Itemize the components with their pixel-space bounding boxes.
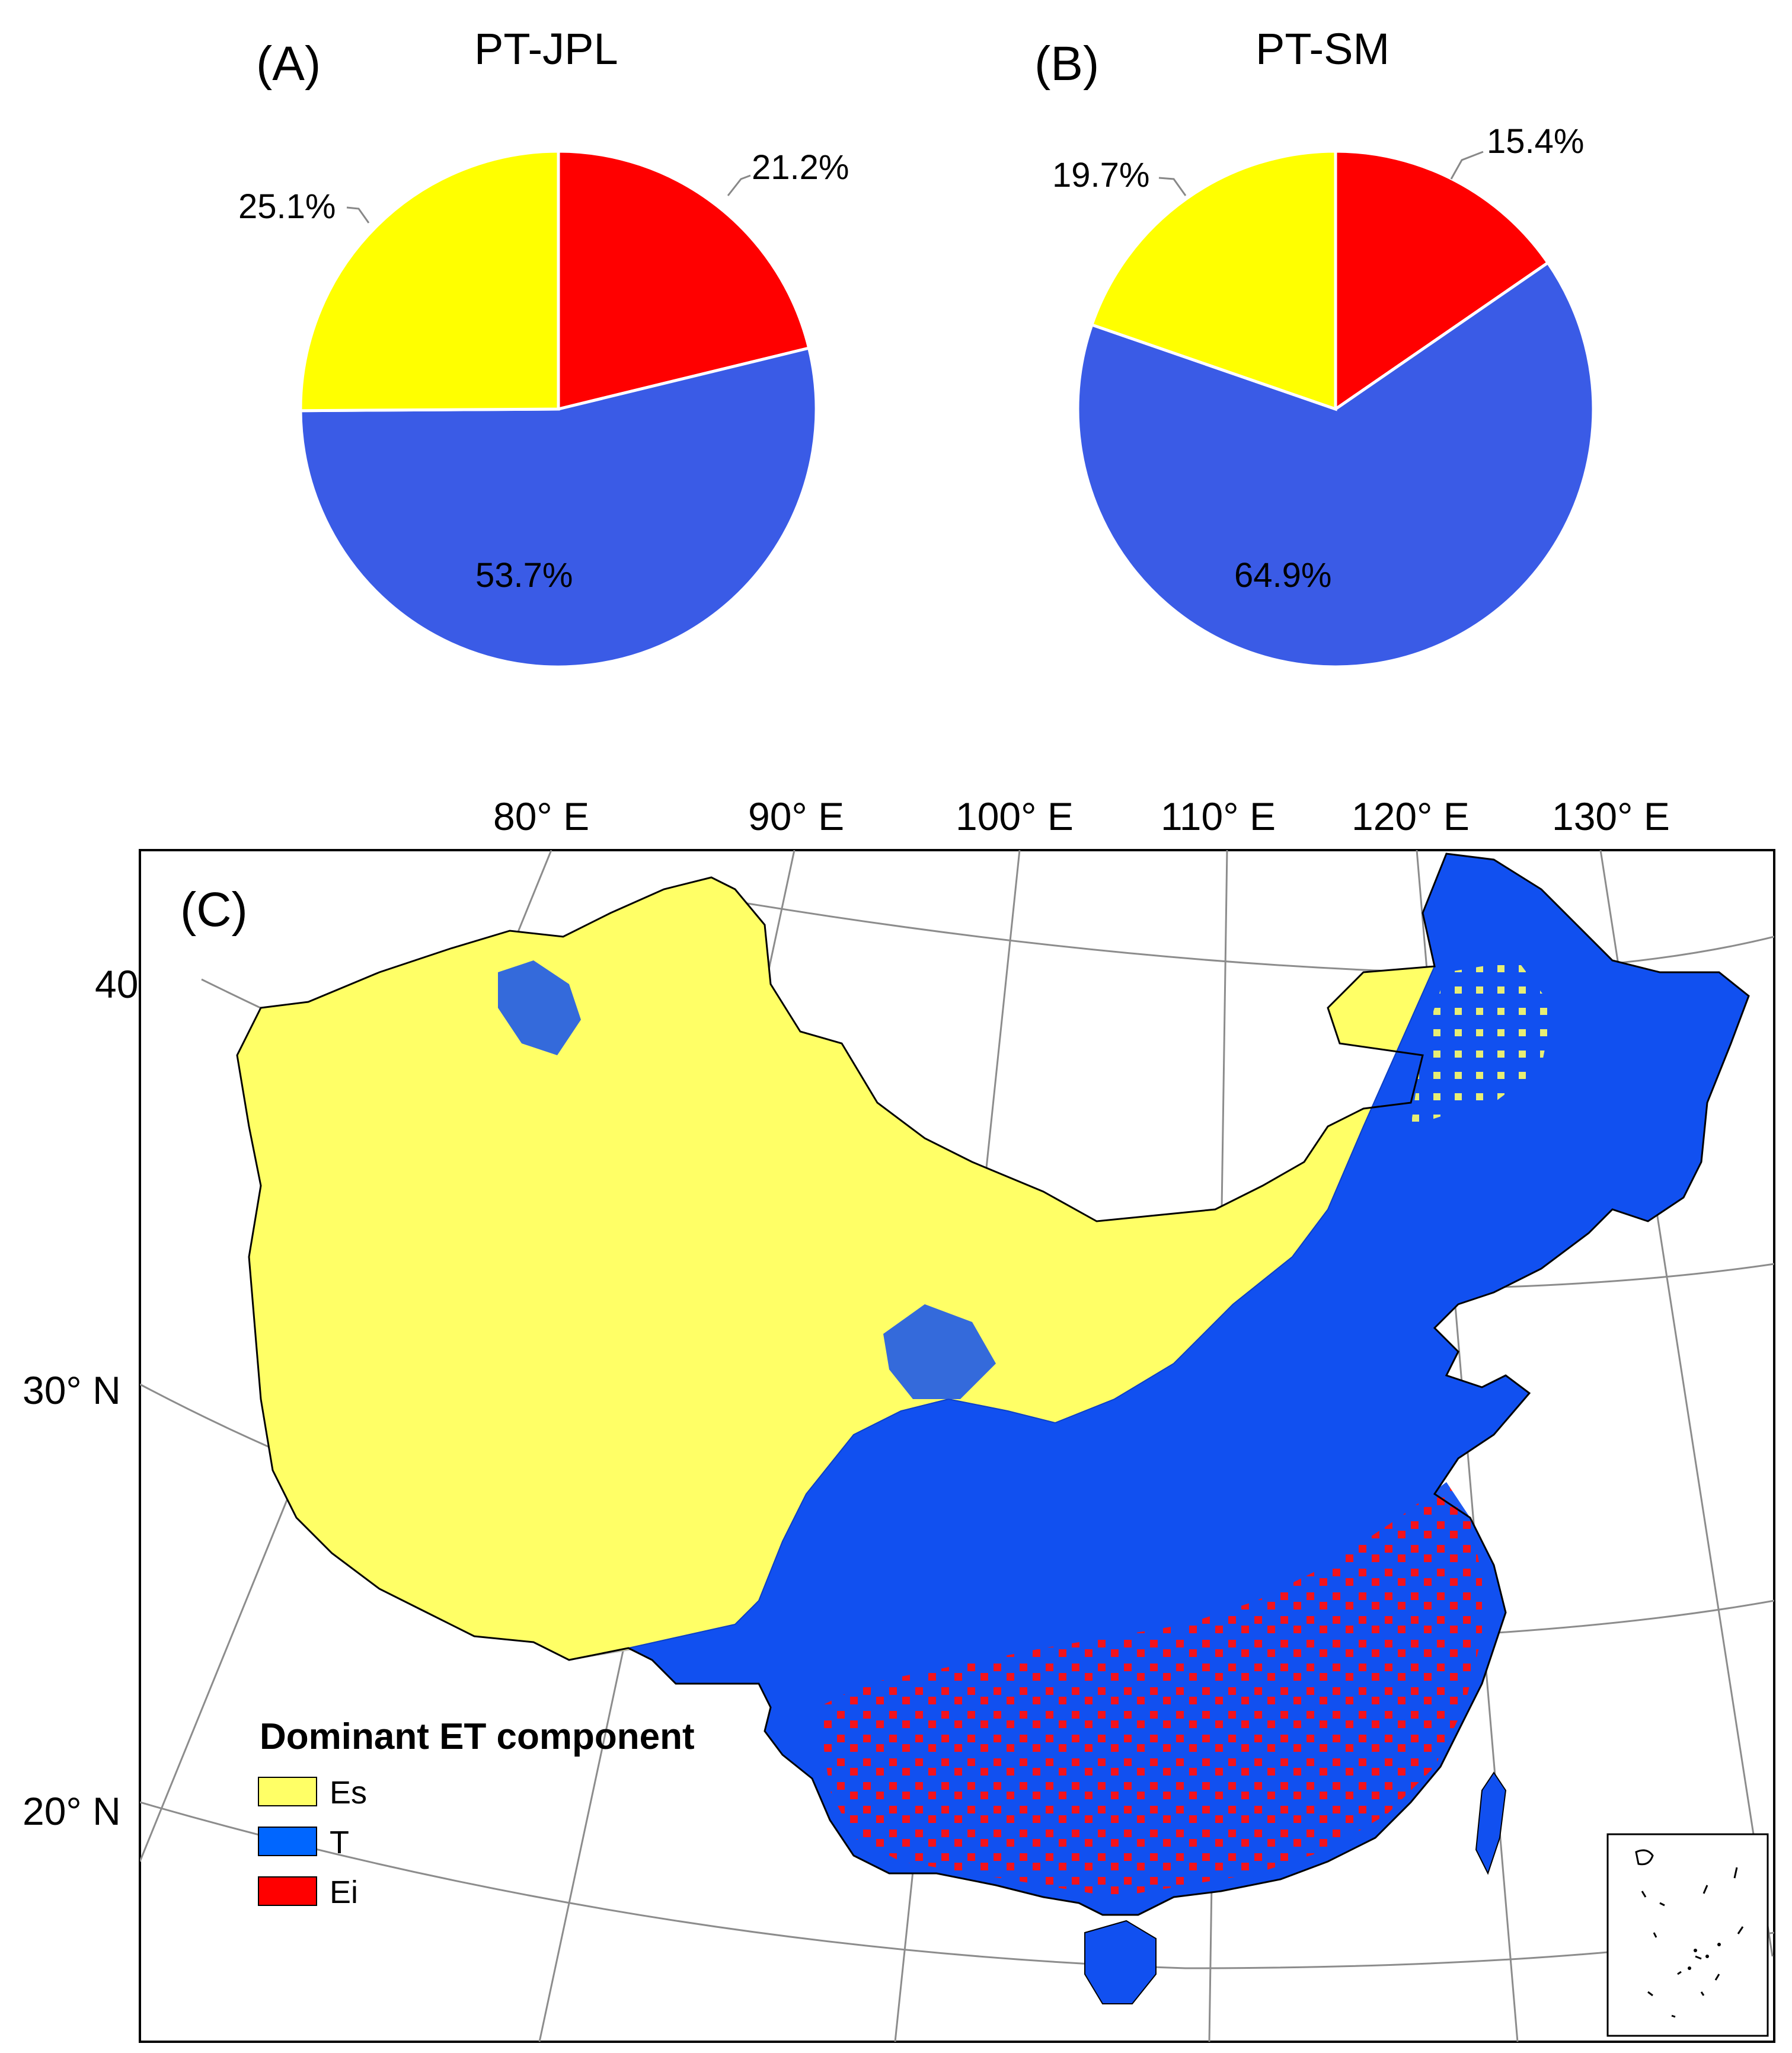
slice-label-a-es: 25.1% (238, 187, 336, 226)
legend: Dominant ET component Es T Ei (258, 1716, 695, 1910)
lon-label-100: 100° E (956, 794, 1074, 838)
inset-dot (1694, 1949, 1697, 1952)
slice-label-b-t: 64.9% (1234, 556, 1331, 595)
slice-label-b-ei: 15.4% (1487, 122, 1584, 161)
lon-label-80: 80° E (493, 794, 589, 838)
legend-label-es: Es (330, 1775, 367, 1811)
pie-panel-b: (B) PT-SM 15.4% 64.9% 19.7% (1034, 24, 1595, 669)
pie-title-b: PT-SM (1256, 24, 1389, 74)
lon-label-130: 130° E (1552, 794, 1670, 838)
region-es-speckle-northeast (1411, 960, 1553, 1126)
panel-label-a: (A) (256, 37, 321, 91)
legend-swatch-ei (258, 1876, 317, 1906)
legend-swatch-es (258, 1777, 317, 1806)
leader-line-a-es (346, 206, 370, 224)
leader-line-b-ei (1450, 151, 1484, 180)
lon-label-90: 90° E (748, 794, 844, 838)
pie-slice-b-es (1090, 149, 1337, 411)
pie-title-a: PT-JPL (474, 24, 618, 74)
legend-swatch-t (258, 1827, 317, 1856)
lon-label-120: 120° E (1352, 794, 1470, 838)
leader-line-b-es (1158, 177, 1187, 196)
country-outline (236, 853, 1750, 1916)
pie-slice-a-t (299, 346, 818, 669)
inset-frame (1606, 1833, 1769, 2037)
lat-label-20: 20° N (23, 1789, 121, 1833)
legend-label-ei: Ei (330, 1875, 358, 1910)
panel-label-b: (B) (1034, 37, 1099, 91)
region-t-speckle-qinghai (883, 1304, 996, 1399)
pie-panel-a: (A) PT-JPL 21.2% 53.7% 25.1% (238, 24, 849, 669)
legend-title: Dominant ET component (260, 1716, 695, 1757)
island-hainan (1084, 1920, 1157, 2004)
slice-label-a-t: 53.7% (475, 556, 573, 595)
inset-dot (1688, 1966, 1691, 1970)
lon-label-110: 110° E (1161, 794, 1276, 838)
pie-slice-a-es (299, 149, 560, 413)
region-t-speckle-northwest (498, 960, 581, 1055)
map-panel-c: 80° E 90° E 100° E 110° E 120° E 130° E … (23, 794, 1775, 2043)
pie-slice-b-t (1076, 260, 1595, 669)
slice-label-a-ei: 21.2% (752, 148, 849, 187)
pie-chart-a (299, 149, 818, 669)
pie-slice-a-ei (557, 149, 811, 411)
inset-islands (1635, 1849, 1744, 2018)
inset-dot (1705, 1955, 1709, 1958)
slice-label-b-es: 19.7% (1052, 156, 1149, 194)
panel-label-c: (C) (180, 883, 248, 937)
inset-map (1606, 1833, 1769, 2037)
pie-chart-b (1076, 149, 1595, 669)
lat-label-30: 30° N (23, 1368, 121, 1412)
island-taiwan (1475, 1771, 1507, 1875)
inset-dot (1717, 1943, 1721, 1946)
pie-slice-b-ei (1334, 149, 1550, 412)
region-ei-speckle (818, 1482, 1482, 1897)
legend-label-t: T (330, 1825, 349, 1860)
leader-line-a-ei (727, 174, 751, 196)
